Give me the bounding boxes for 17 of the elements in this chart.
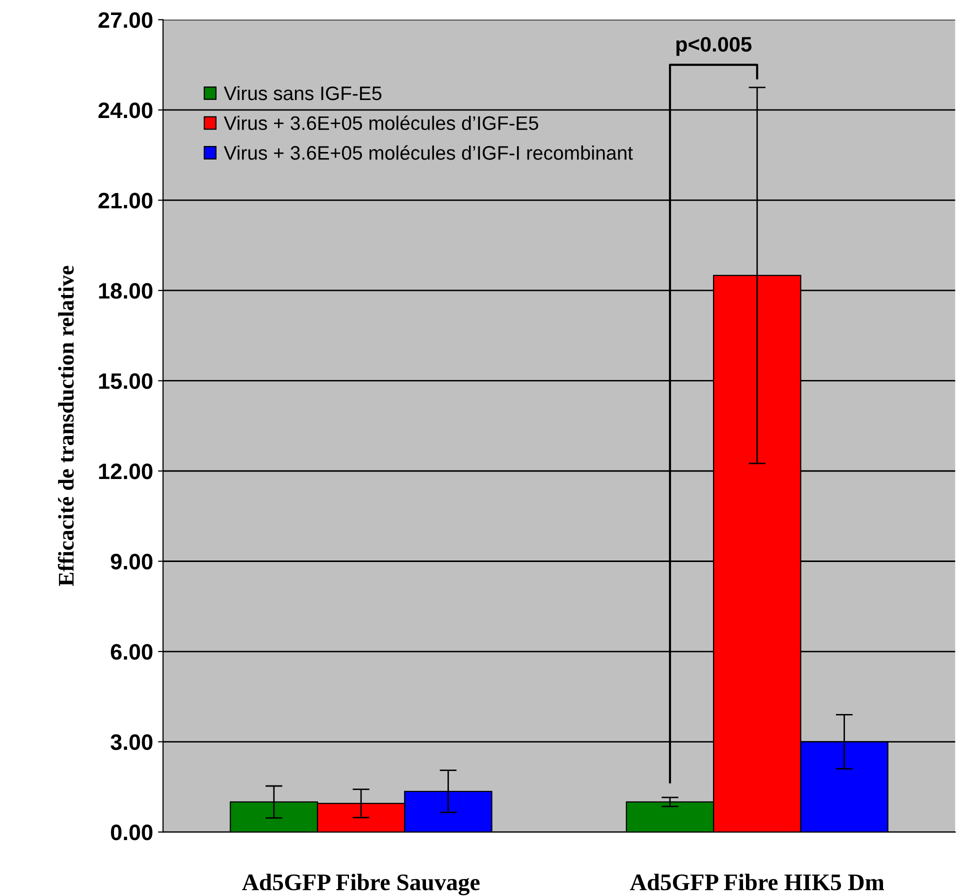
y-tick-label: 6.00	[110, 644, 152, 660]
legend-label: Virus sans IGF-E5	[224, 86, 382, 100]
y-tick-label: 3.00	[110, 734, 152, 750]
y-tick-label: 12.00	[99, 464, 152, 480]
legend-label: Virus + 3.6E+05 molécules d’IGF-E5	[224, 116, 538, 130]
annotation: p<0.005	[676, 36, 752, 56]
y-tick-label: 21.00	[98, 192, 152, 208]
y-tick-label: 0.00	[110, 824, 152, 840]
legend-label: Virus + 3.6E+05 molécules d’IGF-I recombinant	[224, 145, 633, 160]
y-axis-title: Efficacité de transduction relative	[58, 266, 74, 586]
y-tick-label: 27.00	[98, 12, 152, 28]
x-tick-label: Ad5GFP Fibre HIK5 Dm	[630, 874, 884, 890]
x-tick-label: Ad5GFP Fibre Sauvage	[242, 874, 480, 896]
y-tick-label: 15.00	[99, 373, 152, 390]
y-tick-label: 18.00	[99, 283, 152, 299]
y-tick-label: 9.00	[110, 554, 152, 570]
y-tick-label: 24.00	[98, 102, 152, 118]
